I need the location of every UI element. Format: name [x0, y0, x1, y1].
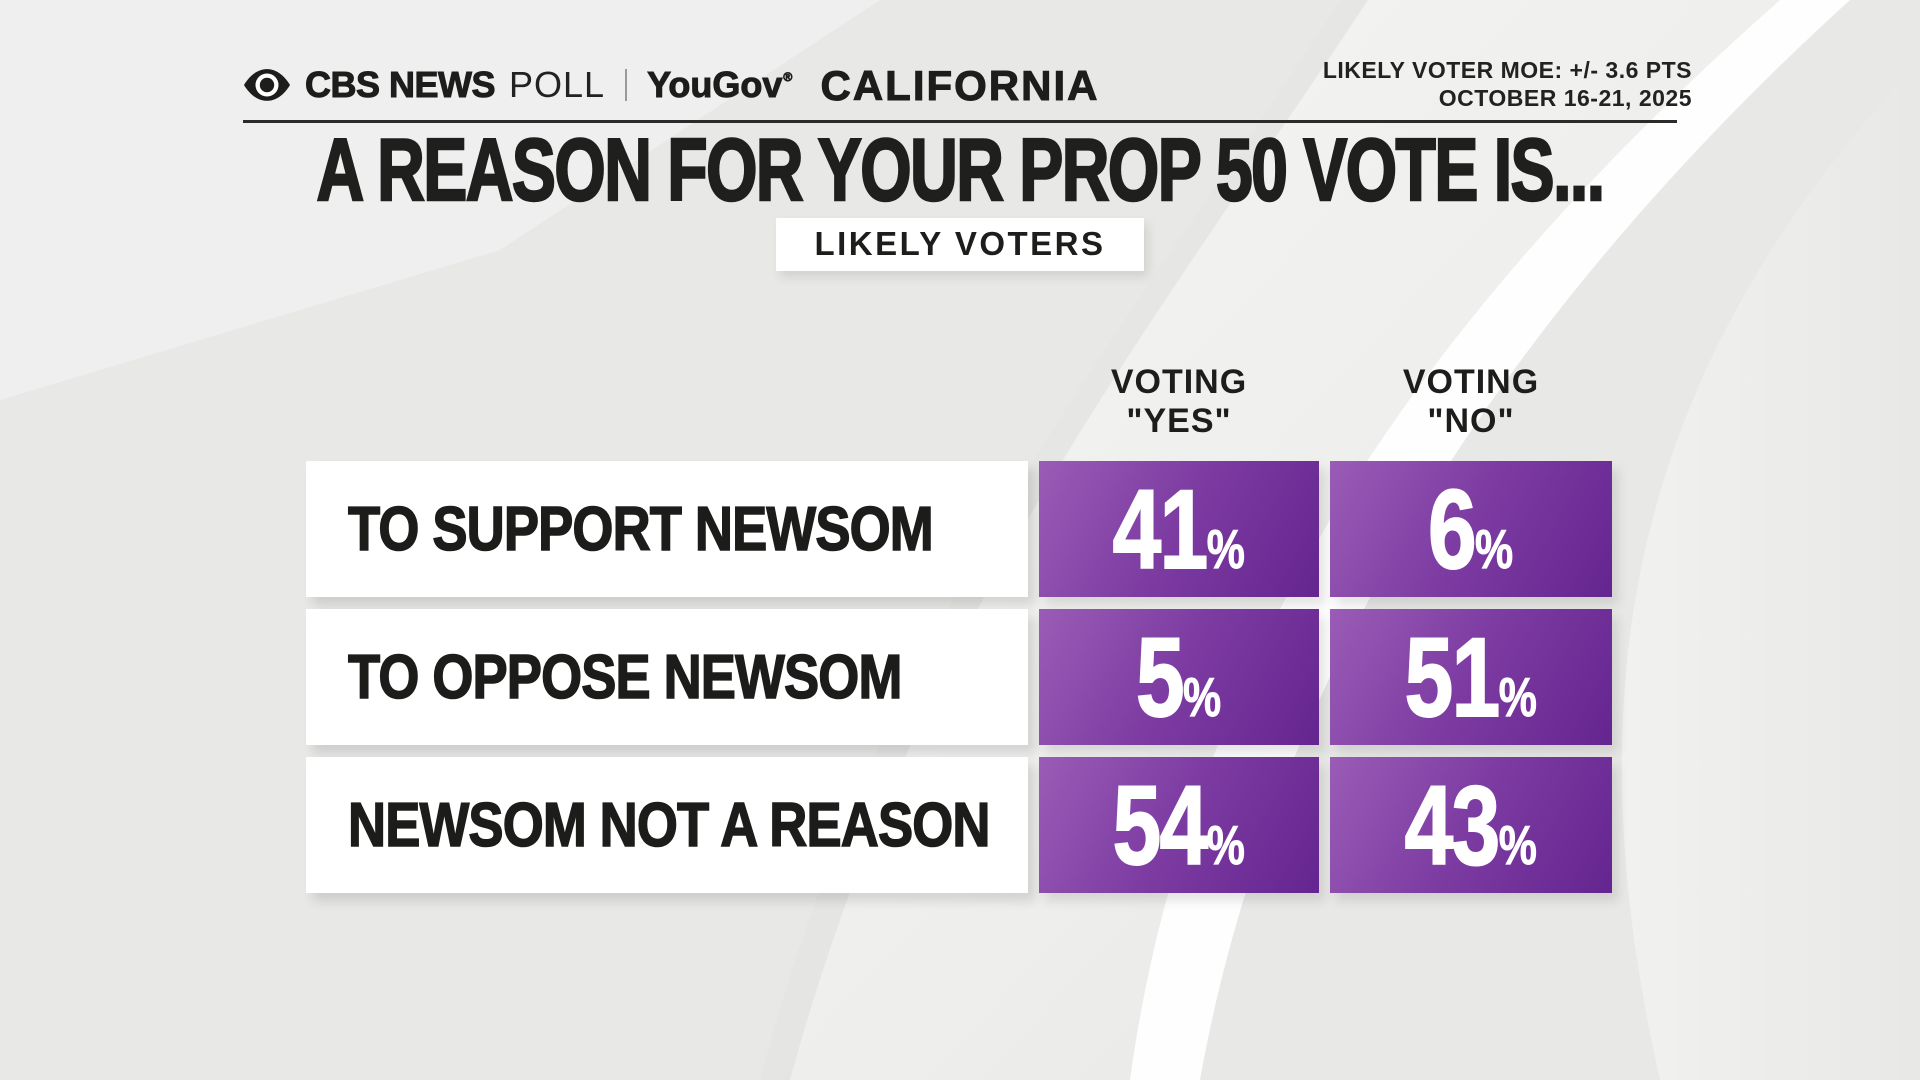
likely-voters-badge: LIKELY VOTERS — [776, 218, 1144, 271]
chart-title: A REASON FOR YOUR PROP 50 VOTE IS... — [316, 120, 1606, 219]
header-divider-line — [243, 120, 1677, 123]
brand-divider — [625, 69, 628, 101]
value-cell-yes-notreason: 54% — [1039, 757, 1319, 893]
brand-cbs-news: CBS NEWS — [304, 64, 496, 106]
cbs-eye-icon — [243, 69, 291, 101]
moe-line1: LIKELY VOTER MOE: +/- 3.6 PTS — [1322, 57, 1692, 83]
row-label-oppose-newsom: TO OPPOSE NEWSOM — [306, 609, 1028, 745]
value-cell-no-support: 6% — [1330, 461, 1612, 597]
value-cell-yes-support: 41% — [1039, 461, 1319, 597]
value-cell-no-oppose: 51% — [1330, 609, 1612, 745]
column-header-no: VOTING "NO" — [1402, 363, 1540, 440]
moe-note: LIKELY VOTER MOE: +/- 3.6 PTS OCTOBER 16… — [1323, 56, 1692, 112]
registered-mark: ® — [783, 70, 793, 85]
badge-wrap: LIKELY VOTERS — [0, 218, 1920, 271]
brand-yougov: YouGov® — [647, 64, 793, 106]
row-label-support-newsom: TO SUPPORT NEWSOM — [306, 461, 1028, 597]
row-label-not-a-reason: NEWSOM NOT A REASON — [306, 757, 1028, 893]
moe-line2: OCTOBER 16-21, 2025 — [1438, 85, 1692, 111]
column-header-spacer — [306, 368, 1028, 449]
value-cell-no-notreason: 43% — [1330, 757, 1612, 893]
value-cell-yes-oppose: 5% — [1039, 609, 1319, 745]
poll-table: VOTING "YES" VOTING "NO" TO SUPPORT NEWS… — [306, 363, 1612, 893]
brand-lockup: CBS NEWS POLL YouGov® — [243, 64, 793, 106]
column-header-yes: VOTING "YES" — [1110, 363, 1248, 440]
region-title: CALIFORNIA — [820, 62, 1100, 110]
brand-poll: POLL — [509, 64, 606, 105]
